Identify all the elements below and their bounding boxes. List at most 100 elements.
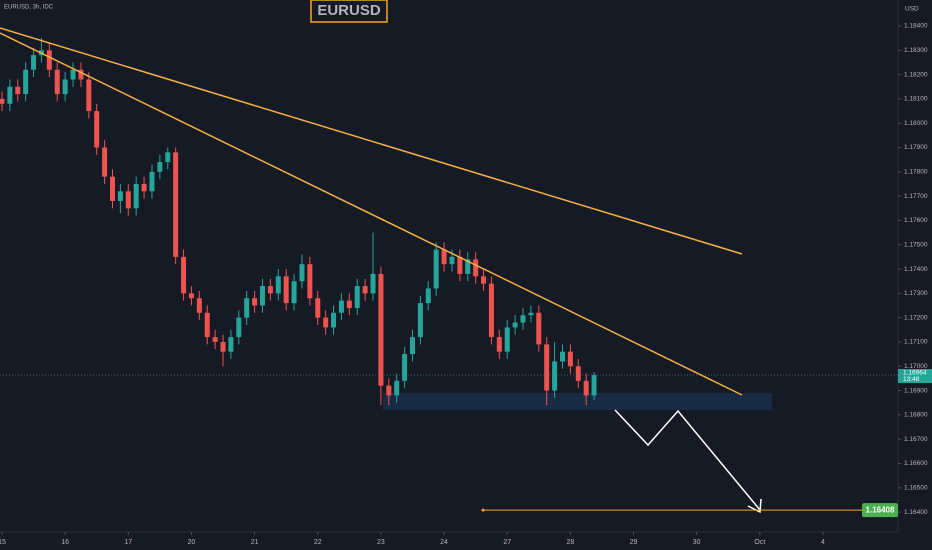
candle-body	[583, 380, 589, 396]
trendline-upper	[0, 27, 743, 255]
candle-body	[173, 152, 179, 257]
x-tick-label: 30	[693, 539, 701, 546]
candle-body	[23, 69, 29, 95]
candle-body	[481, 276, 487, 284]
candle-body	[133, 183, 139, 209]
candle-body	[394, 380, 400, 396]
y-tick-label: 1.18300	[904, 47, 928, 54]
candle-body	[228, 337, 234, 352]
candle-body	[536, 312, 542, 345]
y-tick-label: 1.16700	[904, 436, 928, 443]
candle-body	[417, 303, 423, 338]
candle-body	[109, 176, 115, 201]
candle-body	[457, 256, 463, 274]
candle-body	[252, 298, 258, 306]
x-tick-label: 15	[0, 539, 6, 546]
candle-body	[259, 286, 265, 306]
candle-body	[433, 249, 439, 289]
chart-title: EURUSD	[317, 2, 381, 19]
candle-body	[244, 298, 250, 318]
candle-body	[323, 317, 329, 328]
candle-body	[15, 86, 21, 95]
candle-body	[299, 264, 305, 282]
candle-body	[0, 98, 5, 104]
y-tick-label: 1.16800	[904, 412, 928, 419]
candle-body	[488, 283, 494, 338]
candle-body	[449, 256, 455, 265]
candle-body	[409, 337, 415, 355]
candle-body	[54, 69, 60, 95]
y-tick-label: 1.18200	[904, 71, 928, 78]
candle-body	[362, 286, 368, 294]
candle-body	[473, 259, 479, 277]
candle-body	[125, 191, 131, 209]
candle-body	[70, 69, 76, 80]
y-tick-label: 1.17600	[904, 217, 928, 224]
candle-body	[307, 264, 313, 299]
candle-body	[7, 86, 13, 104]
candle-body	[220, 341, 226, 352]
arrow-head	[747, 498, 762, 514]
x-tick-label: 24	[440, 539, 448, 546]
target-tag	[862, 503, 898, 518]
candle-body	[267, 286, 273, 294]
candle-body	[157, 162, 163, 172]
candle-body	[575, 366, 581, 381]
symbol-label: EURUSD, 3h, IDC	[4, 5, 54, 11]
candle-body	[338, 300, 344, 313]
x-tick-label: 28	[566, 539, 574, 546]
candle-body	[212, 337, 218, 342]
candle-body	[236, 317, 242, 338]
target-start	[481, 508, 485, 512]
y-tick-label: 1.17900	[904, 144, 928, 151]
y-tick-label: 1.17800	[904, 169, 928, 176]
y-tick-label: 1.16400	[904, 509, 928, 516]
x-tick-label: 23	[377, 539, 385, 546]
candle-body	[188, 293, 194, 299]
y-tick-label: 1.17000	[904, 363, 928, 370]
x-tick-label: 22	[314, 539, 322, 546]
candle-body	[354, 286, 360, 308]
y-tick-label: 1.17700	[904, 193, 928, 200]
candle-body	[520, 315, 526, 323]
candle-body	[544, 344, 550, 391]
y-tick-label: 1.16600	[904, 460, 928, 467]
candle-body	[86, 79, 92, 112]
candle-body	[441, 249, 447, 265]
unit-label: USD	[905, 6, 919, 13]
trendline-lower	[0, 32, 743, 396]
candle-body	[94, 111, 100, 148]
candle-body	[331, 312, 337, 328]
candle-body	[275, 276, 281, 294]
candle-body	[196, 298, 202, 313]
candle-body	[496, 337, 502, 352]
last-price-tag	[898, 369, 932, 384]
last-price-label: 1.16964	[903, 370, 927, 377]
candle-body	[291, 281, 297, 304]
candle-body	[465, 259, 471, 274]
x-tick-label: 29	[630, 539, 638, 546]
countdown-label: 13:48	[903, 376, 920, 383]
y-tick-label: 1.18100	[904, 96, 928, 103]
candle-body	[552, 361, 558, 391]
candle-body	[378, 273, 384, 386]
candle-body	[62, 79, 68, 95]
x-tick-label: 27	[503, 539, 511, 546]
candle-body	[425, 288, 431, 304]
candle-body	[31, 55, 37, 70]
candle-body	[370, 273, 376, 294]
y-tick-label: 1.17500	[904, 241, 928, 248]
candle-body	[141, 183, 147, 192]
x-tick-label: 16	[61, 539, 69, 546]
candle-body	[315, 298, 321, 318]
y-tick-label: 1.16500	[904, 485, 928, 492]
title-box	[310, 0, 388, 23]
candle-body	[386, 385, 392, 396]
x-tick-label: Oct	[754, 539, 765, 546]
candle-body	[204, 312, 210, 338]
candle-body	[346, 300, 352, 308]
y-tick-label: 1.17100	[904, 339, 928, 346]
x-tick-label: 4	[821, 539, 825, 546]
